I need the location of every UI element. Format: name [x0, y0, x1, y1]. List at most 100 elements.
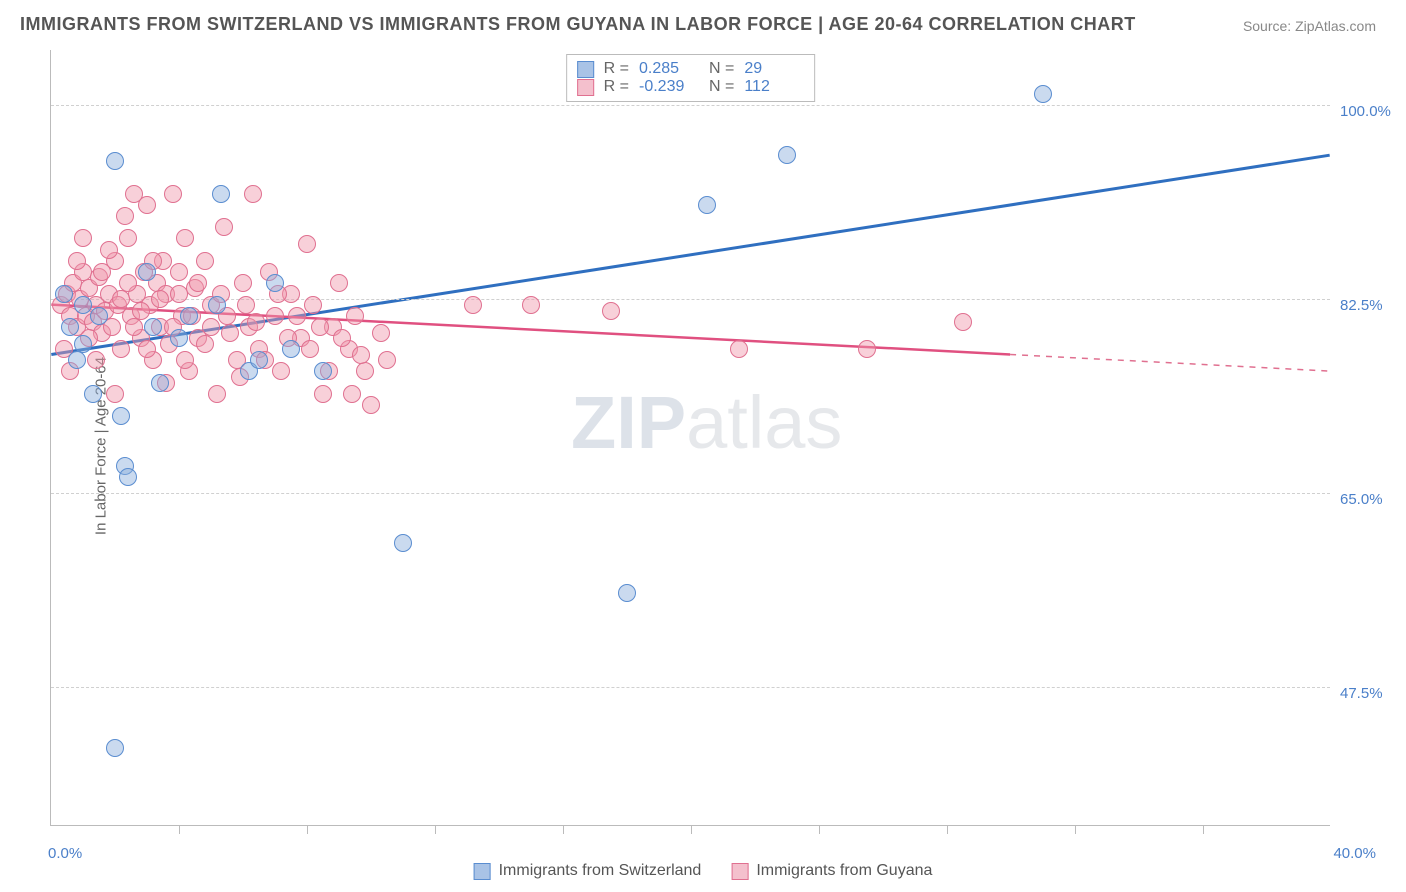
r-value-blue: 0.285 — [639, 60, 699, 78]
data-point-pink — [272, 362, 290, 380]
data-point-pink — [333, 329, 351, 347]
swatch-pink-icon — [731, 863, 748, 880]
x-tick — [1075, 826, 1076, 834]
data-point-pink — [464, 296, 482, 314]
data-point-pink — [372, 324, 390, 342]
data-point-pink — [343, 385, 361, 403]
data-point-pink — [74, 229, 92, 247]
data-point-blue — [250, 351, 268, 369]
data-point-pink — [164, 185, 182, 203]
data-point-pink — [288, 307, 306, 325]
data-point-pink — [522, 296, 540, 314]
data-point-pink — [208, 385, 226, 403]
data-point-blue — [138, 263, 156, 281]
data-point-pink — [176, 351, 194, 369]
regression-lines — [51, 50, 1330, 825]
data-point-pink — [311, 318, 329, 336]
y-tick-label: 82.5% — [1340, 297, 1383, 314]
data-point-blue — [180, 307, 198, 325]
data-point-blue — [778, 146, 796, 164]
x-tick — [563, 826, 564, 834]
data-point-blue — [84, 385, 102, 403]
data-point-blue — [698, 196, 716, 214]
data-point-pink — [100, 241, 118, 259]
data-point-pink — [112, 340, 130, 358]
data-point-pink — [858, 340, 876, 358]
legend-item-blue: Immigrants from Switzerland — [474, 862, 702, 880]
r-label: R = — [604, 78, 629, 96]
gridline-h — [51, 105, 1330, 106]
data-point-pink — [330, 274, 348, 292]
legend-label-pink: Immigrants from Guyana — [756, 862, 932, 880]
data-point-pink — [356, 362, 374, 380]
data-point-blue — [90, 307, 108, 325]
x-tick — [1203, 826, 1204, 834]
data-point-blue — [170, 329, 188, 347]
data-point-pink — [106, 385, 124, 403]
data-point-blue — [266, 274, 284, 292]
r-label: R = — [604, 60, 629, 78]
data-point-pink — [189, 274, 207, 292]
data-point-blue — [74, 335, 92, 353]
data-point-pink — [93, 263, 111, 281]
data-point-pink — [352, 346, 370, 364]
y-tick-label: 100.0% — [1340, 103, 1391, 120]
gridline-h — [51, 687, 1330, 688]
data-point-blue — [106, 739, 124, 757]
data-point-blue — [74, 296, 92, 314]
data-point-blue — [119, 468, 137, 486]
data-point-blue — [68, 351, 86, 369]
data-point-pink — [247, 313, 265, 331]
data-point-pink — [132, 302, 150, 320]
data-point-blue — [394, 534, 412, 552]
data-point-pink — [202, 318, 220, 336]
legend-item-pink: Immigrants from Guyana — [731, 862, 932, 880]
n-label: N = — [709, 60, 734, 78]
data-point-blue — [1034, 85, 1052, 103]
data-point-pink — [119, 229, 137, 247]
data-point-pink — [304, 296, 322, 314]
data-point-blue — [618, 584, 636, 602]
data-point-pink — [68, 252, 86, 270]
legend-stats-box: R = 0.285 N = 29 R = -0.239 N = 112 — [566, 54, 816, 102]
data-point-pink — [176, 229, 194, 247]
data-point-pink — [954, 313, 972, 331]
data-point-blue — [106, 152, 124, 170]
data-point-pink — [602, 302, 620, 320]
swatch-pink-icon — [577, 79, 594, 96]
data-point-pink — [314, 385, 332, 403]
data-point-pink — [301, 340, 319, 358]
data-point-pink — [221, 324, 239, 342]
data-point-pink — [196, 252, 214, 270]
data-point-pink — [170, 285, 188, 303]
x-tick — [435, 826, 436, 834]
data-point-blue — [151, 374, 169, 392]
data-point-blue — [144, 318, 162, 336]
x-tick — [819, 826, 820, 834]
x-tick — [307, 826, 308, 834]
data-point-pink — [237, 296, 255, 314]
data-point-pink — [87, 351, 105, 369]
n-value-blue: 29 — [744, 60, 804, 78]
n-value-pink: 112 — [744, 78, 804, 96]
swatch-blue-icon — [577, 61, 594, 78]
gridline-h — [51, 493, 1330, 494]
data-point-blue — [55, 285, 73, 303]
watermark-bold: ZIP — [571, 381, 686, 464]
y-tick-label: 47.5% — [1340, 685, 1383, 702]
data-point-pink — [266, 307, 284, 325]
x-axis-min-label: 0.0% — [48, 845, 82, 862]
data-point-pink — [125, 318, 143, 336]
data-point-blue — [112, 407, 130, 425]
data-point-pink — [346, 307, 364, 325]
x-axis-max-label: 40.0% — [1333, 845, 1376, 862]
data-point-pink — [298, 235, 316, 253]
legend-bottom: Immigrants from Switzerland Immigrants f… — [474, 862, 933, 880]
data-point-pink — [119, 274, 137, 292]
data-point-pink — [196, 335, 214, 353]
source-label: Source: ZipAtlas.com — [1243, 18, 1376, 34]
legend-stats-row-blue: R = 0.285 N = 29 — [577, 60, 805, 78]
data-point-blue — [282, 340, 300, 358]
data-point-pink — [170, 263, 188, 281]
data-point-blue — [314, 362, 332, 380]
